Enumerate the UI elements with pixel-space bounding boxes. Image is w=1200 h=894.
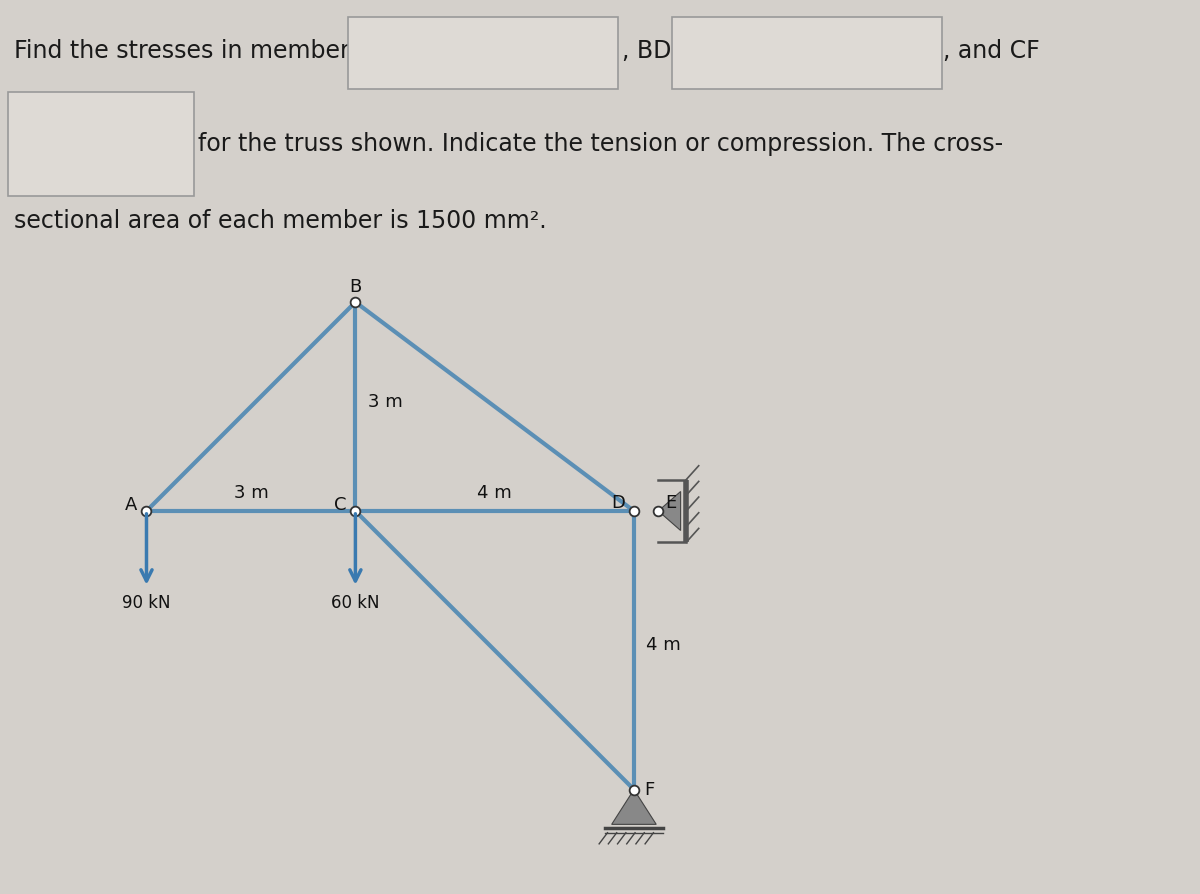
Polygon shape [612, 789, 656, 824]
Text: , and CF: , and CF [943, 39, 1040, 63]
Text: F: F [644, 780, 654, 798]
Text: 60 kN: 60 kN [331, 595, 379, 612]
FancyBboxPatch shape [8, 92, 194, 197]
Text: E: E [665, 493, 677, 511]
Text: sectional area of each member is 1500 mm².: sectional area of each member is 1500 mm… [14, 209, 547, 232]
Text: Find the stresses in members BC: Find the stresses in members BC [14, 39, 402, 63]
Text: D: D [612, 493, 625, 511]
Text: , BD: , BD [622, 39, 671, 63]
Text: 4 m: 4 m [647, 637, 682, 654]
Text: A: A [125, 496, 137, 514]
Polygon shape [659, 492, 680, 530]
FancyBboxPatch shape [672, 17, 942, 89]
Text: B: B [349, 278, 361, 296]
Text: 4 m: 4 m [478, 485, 512, 502]
Text: 3 m: 3 m [368, 392, 403, 410]
FancyBboxPatch shape [348, 17, 618, 89]
Text: 90 kN: 90 kN [122, 595, 170, 612]
Text: 3 m: 3 m [234, 485, 269, 502]
Text: for the truss shown. Indicate the tension or compression. The cross-: for the truss shown. Indicate the tensio… [198, 132, 1003, 156]
Text: C: C [334, 496, 347, 514]
